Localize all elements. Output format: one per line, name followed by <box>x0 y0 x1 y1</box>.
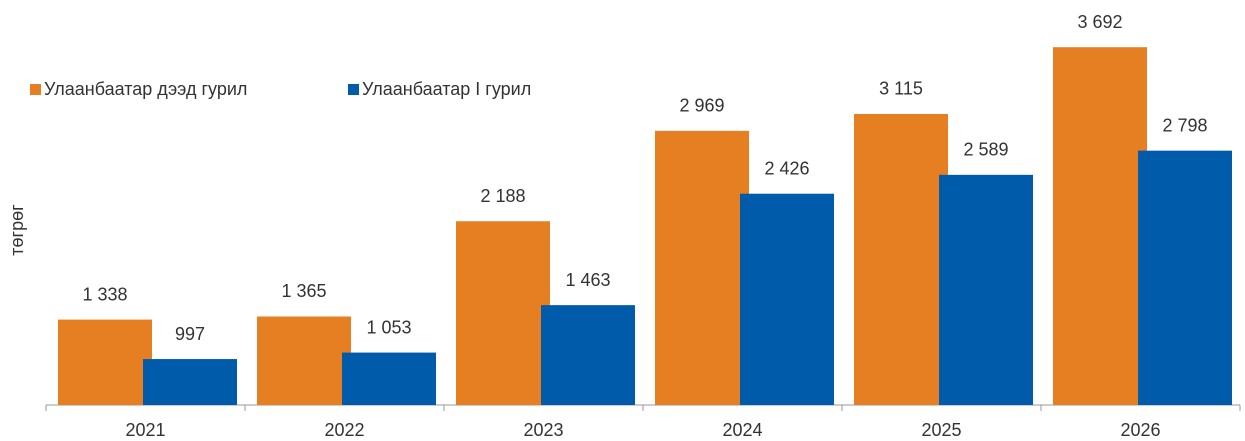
x-tick-label: 2021 <box>125 420 165 440</box>
data-label: 2 188 <box>480 186 525 206</box>
legend-label: Улаанбаатар I гурил <box>362 79 531 99</box>
bar <box>655 130 749 405</box>
bar <box>854 113 948 405</box>
bar <box>1053 47 1147 406</box>
bar <box>939 174 1033 405</box>
data-label: 2 426 <box>764 158 809 178</box>
data-label: 2 798 <box>1162 115 1207 135</box>
data-label: 3 692 <box>1077 12 1122 32</box>
x-tick-label: 2024 <box>722 420 762 440</box>
data-label: 997 <box>175 324 205 344</box>
x-tick-label: 2022 <box>324 420 364 440</box>
legend-swatch <box>348 84 359 95</box>
data-label: 1 053 <box>366 317 411 337</box>
x-tick-label: 2025 <box>921 420 961 440</box>
bar <box>1138 150 1232 405</box>
bar <box>740 193 834 405</box>
bar <box>541 305 635 405</box>
data-label: 3 115 <box>879 79 923 99</box>
data-label: 2 969 <box>679 96 724 116</box>
x-tick-label: 2023 <box>523 420 563 440</box>
bar <box>58 319 152 405</box>
bar <box>456 221 550 405</box>
data-label: 1 365 <box>281 281 326 301</box>
legend-swatch <box>30 84 41 95</box>
bar <box>342 352 436 405</box>
legend-label: Улаанбаатар дээд гурил <box>44 79 247 99</box>
x-tick-label: 2026 <box>1120 420 1160 440</box>
bar <box>143 359 237 405</box>
y-axis-label: төгрөг <box>7 204 27 256</box>
bar <box>257 316 351 405</box>
data-label: 2 589 <box>963 140 1008 160</box>
data-label: 1 463 <box>565 270 610 290</box>
data-label: 1 338 <box>82 284 127 304</box>
